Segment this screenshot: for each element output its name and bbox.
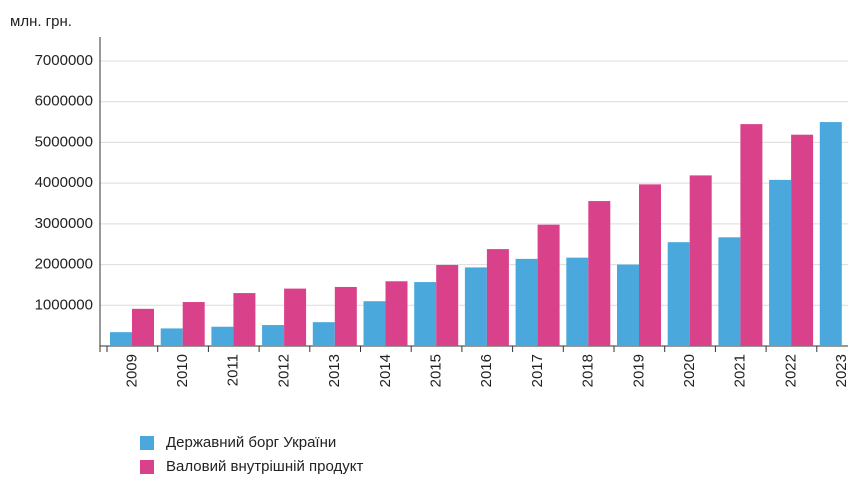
bar [284, 288, 307, 346]
x-tick-label: 2023 [833, 354, 850, 387]
bar [689, 175, 712, 346]
x-tick-label: 2019 [630, 354, 647, 387]
bar [515, 258, 538, 346]
y-tick-label: 7000000 [35, 52, 93, 69]
x-tick-label: 2020 [681, 354, 698, 387]
x-tick-label: 2017 [529, 354, 546, 387]
bar [312, 322, 335, 346]
x-tick-label: 2014 [377, 354, 394, 387]
bar [160, 328, 183, 346]
x-tick-label: 2016 [478, 354, 495, 387]
x-tick-label: 2018 [580, 354, 597, 387]
bar [436, 264, 459, 346]
bar [769, 179, 792, 346]
y-tick-label: 3000000 [35, 215, 93, 232]
bar [639, 184, 661, 346]
x-tick-label: 2013 [326, 354, 343, 387]
bar [464, 267, 487, 346]
bar [385, 281, 408, 346]
bar [667, 242, 690, 346]
bar [132, 308, 154, 346]
x-tick-label: 2009 [123, 354, 140, 387]
legend-swatch [140, 460, 154, 474]
bar [566, 257, 589, 346]
y-tick-label: 5000000 [35, 133, 93, 150]
bar [110, 332, 132, 346]
bar [262, 325, 285, 346]
y-tick-label: 6000000 [35, 93, 93, 110]
x-tick-label: 2010 [174, 354, 191, 387]
bar [537, 224, 560, 346]
legend-label: Державний борг України [166, 434, 336, 451]
y-tick-label: 2000000 [35, 256, 93, 273]
bar [233, 293, 256, 346]
bar [211, 326, 234, 346]
bar [588, 201, 611, 346]
bar [791, 134, 814, 346]
legend-label: Валовий внутрішній продукт [166, 458, 363, 475]
y-unit-label: млн. грн. [10, 13, 72, 30]
bar [414, 282, 437, 346]
bar [819, 122, 842, 346]
bar [334, 286, 357, 346]
x-tick-label: 2022 [782, 354, 799, 387]
bar [363, 301, 386, 346]
bar [486, 249, 509, 346]
bar [740, 124, 763, 346]
x-tick-label: 2015 [428, 354, 445, 387]
x-tick-label: 2012 [275, 354, 292, 387]
bar [617, 264, 639, 346]
bar [182, 302, 205, 346]
y-tick-label: 1000000 [35, 296, 93, 313]
bar [718, 237, 741, 346]
x-tick-label: 2011 [225, 354, 242, 386]
y-tick-label: 4000000 [35, 174, 93, 191]
x-tick-label: 2021 [732, 354, 749, 387]
legend-swatch [140, 436, 154, 450]
